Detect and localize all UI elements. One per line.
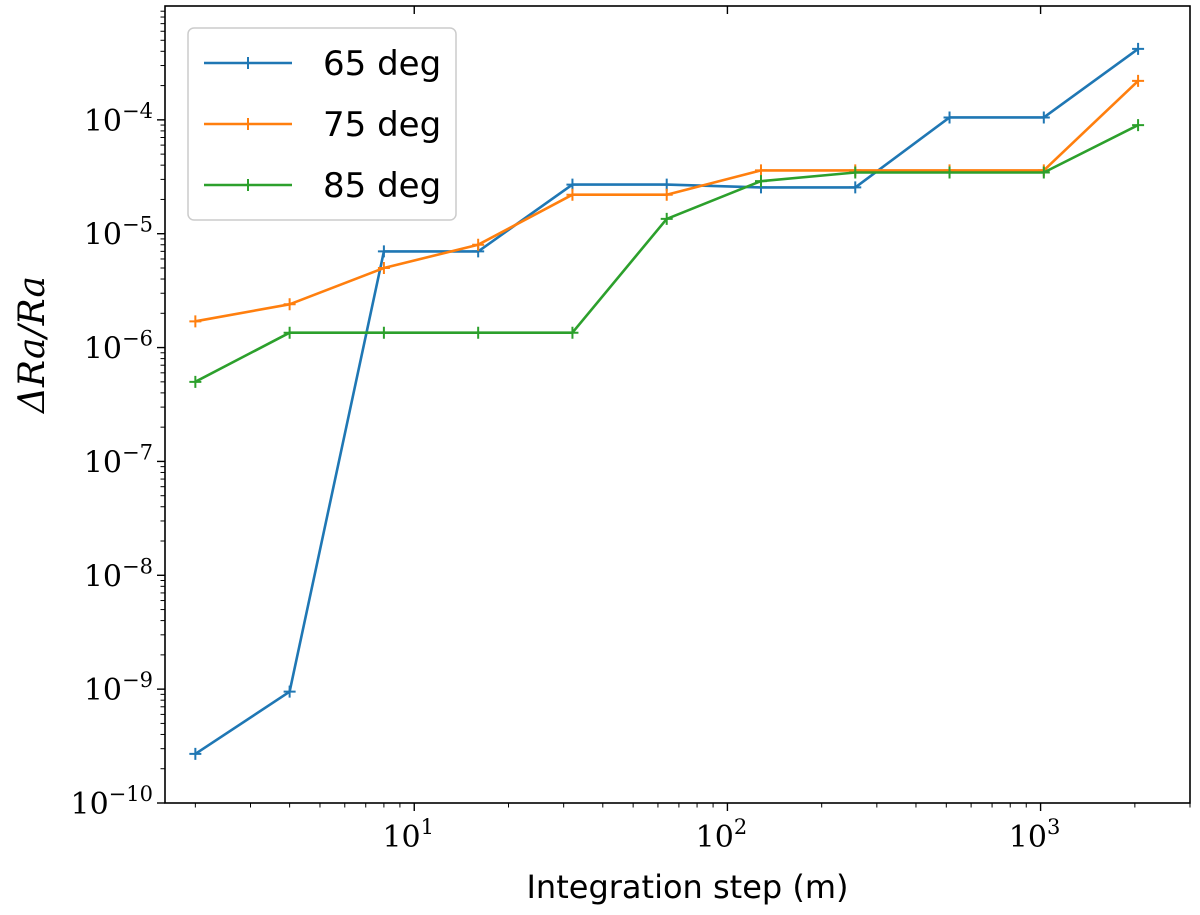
y-tick-label: 10−10 [70,782,153,822]
data-point [472,238,485,251]
data-point [660,212,673,225]
data-point [377,326,390,339]
legend-marker [242,179,254,191]
data-point [566,188,579,201]
data-point [189,747,202,760]
legend-item-2: 75 deg [204,105,441,145]
y-tick-label: 10−7 [84,440,153,480]
data-point [283,685,296,698]
x-tick-label: 101 [382,815,434,855]
series-1 [189,42,1145,760]
legend-marker [242,118,254,130]
data-point [1132,119,1145,132]
y-tick-label: 10−4 [84,99,153,139]
legend-item-1: 65 deg [204,44,441,84]
legend-box [187,27,457,221]
data-point [1037,111,1050,124]
y-axis-label: ΔRa/Ra [12,276,53,415]
data-point [283,326,296,339]
data-point [943,111,956,124]
data-point [566,326,579,339]
legend-item-3: 85 deg [204,166,441,206]
data-point [566,178,579,191]
y-tick-label: 10−6 [84,327,153,367]
plot-frame [164,5,1191,804]
data-point [1132,74,1145,87]
legend-marker [242,57,254,69]
data-point [754,175,767,188]
legend-label: 85 deg [323,166,441,206]
data-point [849,181,862,194]
data-point [1037,166,1050,179]
data-point [943,166,956,179]
data-point [189,375,202,388]
data-point [754,164,767,177]
legend-label: 75 deg [323,105,441,145]
data-point [849,166,862,179]
data-point [660,178,673,191]
y-tick-label: 10−5 [84,213,153,253]
x-tick-label: 103 [1009,815,1061,855]
data-point [1132,42,1145,55]
data-point [189,315,202,328]
data-point [660,188,673,201]
x-tick-label: 102 [696,815,748,855]
data-point [377,261,390,274]
y-tick-label: 10−9 [84,668,153,708]
legend-label: 65 deg [323,44,441,84]
data-point [472,326,485,339]
series-2 [189,74,1145,328]
y-tick-label: 10−8 [84,554,153,594]
data-point [283,298,296,311]
series-3 [189,119,1145,388]
x-axis-label: Integration step (m) [526,868,848,906]
data-point [377,245,390,258]
